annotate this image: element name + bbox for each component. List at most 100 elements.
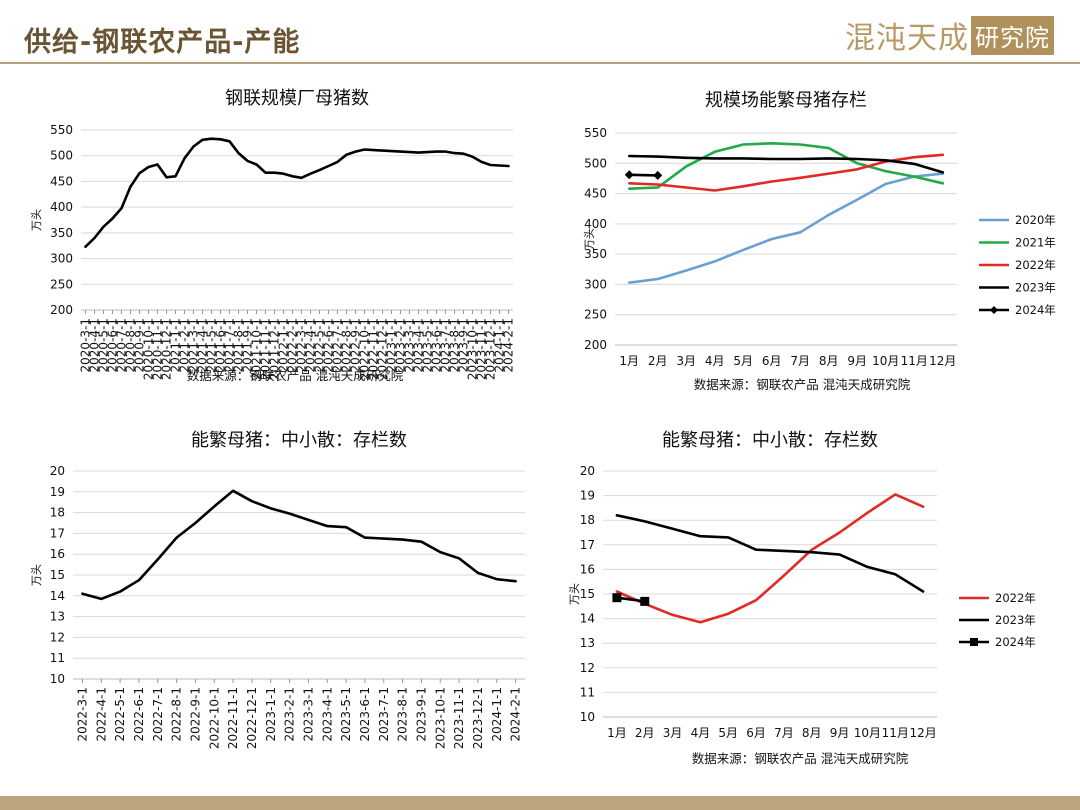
x-tick-label: 2023-9-1 (457, 318, 471, 372)
x-tick-label: 2020-12-1 (160, 318, 174, 380)
x-tick-label: 2022-12-1 (376, 318, 390, 380)
y-tick-label: 12 (50, 630, 65, 644)
footer-bar (0, 796, 1080, 810)
chart-title: 规模场能繁母猪存栏 (705, 90, 867, 111)
x-tick-label: 2021-1-1 (169, 318, 183, 372)
x-tick-label: 2021-3-1 (187, 318, 201, 372)
x-tick-label: 7月 (790, 354, 810, 368)
x-tick-label: 12月 (929, 354, 956, 368)
y-tick-label: 10 (580, 710, 595, 724)
x-tick-label: 9月 (847, 354, 867, 368)
y-tick-label: 16 (580, 562, 595, 576)
y-tick-label: 350 (50, 226, 73, 240)
scale-farm-sow-chart: 规模场能繁母猪存栏 200 250 300 350 400 450 500 550 1月 2月 3月 4… (545, 80, 1065, 400)
series-line-2024年 (628, 173, 660, 177)
x-tick-label: 4月 (705, 354, 725, 368)
y-tick-label: 15 (50, 568, 65, 582)
x-tick-label: 2021-5-1 (205, 318, 219, 372)
y-tick-label: 11 (580, 685, 595, 699)
legend-marker (990, 306, 998, 314)
y-tick-label: 200 (584, 338, 607, 352)
x-tick-label: 2020-9-1 (133, 318, 147, 372)
data-point-marker (612, 593, 622, 603)
series-line-main (81, 489, 517, 601)
chart-svg: 能繁母猪：中小散：存栏数 10 11 12 13 14 15 16 17 18 19 20 2022-3… (30, 430, 525, 749)
x-tick-label: 2022-4-1 (304, 318, 318, 372)
legend-marker (970, 638, 978, 646)
y-tick-label: 18 (50, 506, 65, 520)
y-axis-title: 万头 (583, 228, 596, 250)
x-tick-label: 2022-11-1 (367, 318, 381, 380)
x-tick-label: 2023-8-1 (448, 318, 462, 372)
legend-label: 2022年 (995, 591, 1036, 605)
x-tick-label: 2021-7-1 (223, 318, 237, 372)
x-tick-label: 2023-2-1 (394, 318, 408, 372)
x-tick-label: 8月 (802, 726, 822, 740)
y-axis-title: 万头 (568, 583, 581, 605)
x-tick-label: 11月 (882, 726, 909, 740)
x-tick-label: 10月 (854, 726, 881, 740)
y-tick-label: 19 (50, 485, 65, 499)
chart-svg: 钢联规模厂母猪数 200 250 300 350 400 450 500 550 2020-3-1… (30, 88, 516, 383)
y-tick-label: 20 (580, 464, 595, 478)
y-tick-label: 10 (50, 672, 65, 686)
x-tick-label: 2023-10-1 (466, 318, 480, 380)
x-tick-label: 2020-8-1 (124, 318, 138, 372)
data-point-marker (640, 596, 650, 606)
x-tick-label: 2023-7-1 (439, 318, 453, 372)
x-tick-label: 6月 (746, 726, 766, 740)
x-tick-label: 2024-2-1 (509, 687, 523, 741)
chart-source: 数据来源：钢联农产品 混沌天成研究院 (692, 751, 909, 766)
x-tick-label: 2022-6-1 (132, 687, 146, 741)
series-line-2023年 (615, 514, 925, 593)
x-tick-label: 2022-2-1 (286, 318, 300, 372)
x-tick-label: 4月 (691, 726, 711, 740)
y-tick-label: 500 (584, 156, 607, 170)
y-tick-label: 400 (584, 217, 607, 231)
x-tick-label: 5月 (718, 726, 738, 740)
x-tick-label: 2022-5-1 (313, 318, 327, 372)
series-line-2023年 (628, 154, 945, 174)
x-tick-label: 2022-9-1 (349, 318, 363, 372)
chart-source: 数据来源：钢联农产品 混沌天成研究院 (187, 368, 404, 383)
y-tick-label: 17 (50, 526, 65, 540)
x-tick-label: 1月 (619, 354, 639, 368)
y-tick-label: 350 (584, 247, 607, 261)
y-tick-label: 17 (580, 538, 595, 552)
chart-svg: 能繁母猪：中小散：存栏数 10 11 12 13 14 15 16 17 18 19 20 1月 2月 3月… (568, 430, 1036, 766)
x-tick-label: 2023-4-1 (412, 318, 426, 372)
series-line-main (84, 137, 510, 248)
sow-count-chart: 钢联规模厂母猪数 200 250 300 350 400 450 500 550 2020-3-1… (25, 80, 525, 390)
x-tick-label: 9月 (830, 726, 850, 740)
chart-svg: 规模场能繁母猪存栏 200 250 300 350 400 450 500 550 1月 2月 3月 4… (583, 90, 1056, 392)
x-tick-label: 2021-2-1 (178, 318, 192, 372)
x-tick-label: 2022-1-1 (277, 318, 291, 372)
x-tick-label: 2023-12-1 (471, 687, 485, 749)
x-tick-label: 2020-10-1 (142, 318, 156, 380)
y-tick-label: 400 (50, 200, 73, 214)
x-tick-label: 11月 (901, 354, 928, 368)
x-tick-label: 2023-1-1 (264, 687, 278, 741)
y-tick-label: 18 (580, 513, 595, 527)
legend-label: 2021年 (1015, 236, 1056, 250)
y-tick-label: 300 (50, 252, 73, 266)
x-tick-label: 2021-11-1 (259, 318, 273, 380)
x-tick-label: 2020-4-1 (88, 318, 102, 372)
y-tick-label: 250 (584, 308, 607, 322)
x-tick-label: 2024-1-1 (493, 318, 507, 372)
legend-label: 2023年 (1015, 281, 1056, 295)
x-tick-label: 2022-11-1 (226, 687, 240, 749)
x-tick-label: 2024-1-1 (490, 687, 504, 741)
x-tick-label: 7月 (774, 726, 794, 740)
y-axis-title: 万头 (30, 564, 43, 586)
x-tick-label: 2023-4-1 (320, 687, 334, 741)
y-tick-label: 20 (50, 464, 65, 478)
y-tick-label: 13 (580, 636, 595, 650)
logo-box-text: 研究院 (971, 15, 1054, 55)
x-tick-label: 2020-3-1 (79, 318, 93, 372)
x-tick-label: 2022-5-1 (113, 687, 127, 741)
x-tick-label: 2022-3-1 (295, 318, 309, 372)
y-tick-label: 12 (580, 661, 595, 675)
x-tick-label: 2023-3-1 (403, 318, 417, 372)
y-axis-title: 万头 (30, 209, 43, 231)
